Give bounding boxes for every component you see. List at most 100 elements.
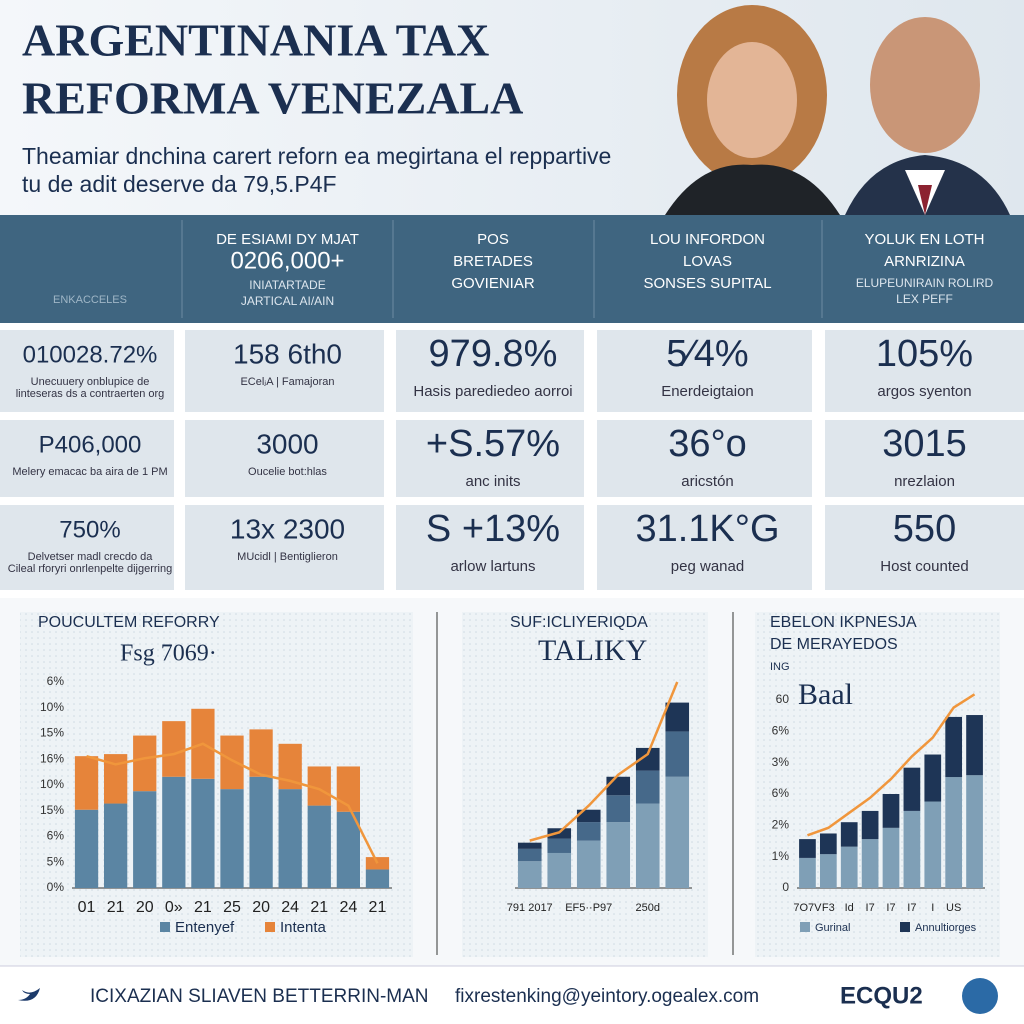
x-tick-label: 21 — [369, 899, 387, 916]
bar-segment — [861, 839, 879, 888]
bar-segment — [576, 822, 601, 841]
bar-segment — [840, 822, 858, 847]
band-heading: LOU INFORDON — [650, 231, 765, 248]
chart-panel — [755, 612, 1000, 957]
y-tick-label: 3% — [772, 755, 790, 769]
x-tick-label: EF5··P97 — [565, 902, 612, 914]
bar-segment — [220, 735, 244, 790]
x-tick-label: I — [931, 902, 934, 914]
footer-brand: ECQU2 — [840, 982, 923, 1009]
x-tick-label: 250d — [636, 902, 660, 914]
chart-headline: Baal — [798, 678, 853, 711]
stat-note: Enerdeigtaion — [661, 383, 754, 400]
stat-note: MUcidl | Bentiglieron — [237, 551, 338, 563]
bar-segment — [74, 809, 99, 888]
bar-segment — [635, 747, 660, 771]
band-heading: SONSES SUPITAL — [643, 275, 771, 292]
photos — [665, 5, 1010, 215]
stat-cell — [825, 420, 1024, 497]
stat-value: 550 — [893, 508, 956, 550]
x-tick-label: 24 — [281, 899, 299, 916]
bar-segment — [576, 809, 601, 823]
band-bg — [0, 215, 1024, 323]
social-icon[interactable] — [962, 978, 998, 1014]
legend-swatch — [800, 922, 810, 932]
bar-segment — [799, 857, 816, 888]
bar-segment — [840, 846, 858, 888]
band-note: JARTICAL AI/AIN — [241, 294, 334, 308]
bar-segment — [336, 766, 360, 812]
legend-label: Gurinal — [815, 922, 850, 934]
bar-segment — [133, 735, 157, 792]
stat-cell — [396, 505, 584, 590]
stat-cell — [0, 505, 174, 590]
stat-cell — [396, 420, 584, 497]
footer-bg — [0, 966, 1024, 1024]
y-tick-label: 6% — [47, 829, 65, 843]
bar-segment — [547, 838, 572, 853]
band-heading: YOLUK EN LOTH — [864, 231, 984, 248]
stat-value: 36°o — [668, 423, 747, 465]
y-tick-label: 16% — [40, 751, 64, 765]
x-tick-label: 24 — [339, 899, 357, 916]
band-note: INIATARTADE — [249, 278, 325, 292]
x-tick-label: Id — [845, 902, 854, 914]
bar-segment — [249, 776, 273, 888]
stat-cell — [185, 505, 384, 590]
band-heading: BRETADES — [453, 253, 533, 270]
x-tick-label: I7 — [866, 902, 875, 914]
x-tick-label: F3 — [822, 902, 835, 914]
stat-note: Oucelie bot:hlas — [248, 466, 327, 478]
stat-value: 979.8% — [429, 333, 558, 375]
stat-note: Melery emacac ba aira de 1 PM — [12, 466, 167, 478]
bar-segment — [606, 822, 631, 888]
legend-label: Intenta — [280, 919, 327, 936]
x-tick-label: 791 2017 — [507, 902, 553, 914]
legend-swatch — [265, 922, 275, 932]
stat-cell — [0, 420, 174, 497]
x-tick-label: 21 — [107, 899, 125, 916]
bar-segment — [517, 861, 542, 888]
stat-cell — [825, 505, 1024, 590]
band-heading: DE ESIAMI DY MJAT — [216, 231, 359, 248]
bar-segment — [133, 791, 157, 888]
stat-cell — [597, 420, 812, 497]
y-tick-label: 2% — [772, 818, 790, 832]
stat-note: linteseras ds a contraerten org — [16, 388, 165, 400]
y-tick-label: 0% — [47, 880, 65, 894]
bar-segment — [307, 805, 331, 888]
band-note: LEX PEFF — [896, 292, 953, 306]
bar-segment — [162, 776, 186, 888]
legend-swatch — [160, 922, 170, 932]
bar-segment — [162, 721, 186, 777]
band-heading: ENKACCELES — [53, 294, 127, 306]
stat-note: Delvetser madl crecdo da — [28, 551, 154, 563]
bar-segment — [576, 840, 601, 888]
y-tick-label: 10% — [40, 777, 64, 791]
chart-headline: Fsg 7069· — [120, 641, 217, 667]
stat-note: Host counted — [880, 558, 968, 575]
subtitle: Theamiar dnchina carert reforn ea megirt… — [22, 143, 611, 169]
x-tick-label: 20 — [136, 899, 154, 916]
bar-segment — [74, 756, 99, 810]
x-tick-label: US — [946, 902, 961, 914]
y-tick-label: 0 — [782, 880, 789, 894]
band-note: ELUPEUNIRAIN ROLIRD — [856, 276, 994, 290]
stat-note: arlow lartuns — [450, 558, 535, 575]
x-tick-label: I7 — [907, 902, 916, 914]
bar-segment — [819, 854, 837, 888]
band-heading: ARNRIZINA — [884, 253, 965, 270]
chart-title: POUCULTEM REFORRY — [38, 614, 220, 631]
x-tick-label: 7O7V — [793, 902, 822, 914]
y-tick-label: 6% — [47, 674, 65, 688]
stat-cell — [597, 330, 812, 412]
bar-segment — [966, 715, 983, 776]
stat-note: nrezlaion — [894, 473, 955, 490]
social-icon[interactable] — [18, 988, 40, 1001]
stat-cell — [396, 330, 584, 412]
y-tick-label: 5% — [47, 854, 65, 868]
bar-segment — [606, 795, 631, 823]
bar-segment — [924, 754, 942, 802]
legend-label: Annultiorges — [915, 922, 977, 934]
